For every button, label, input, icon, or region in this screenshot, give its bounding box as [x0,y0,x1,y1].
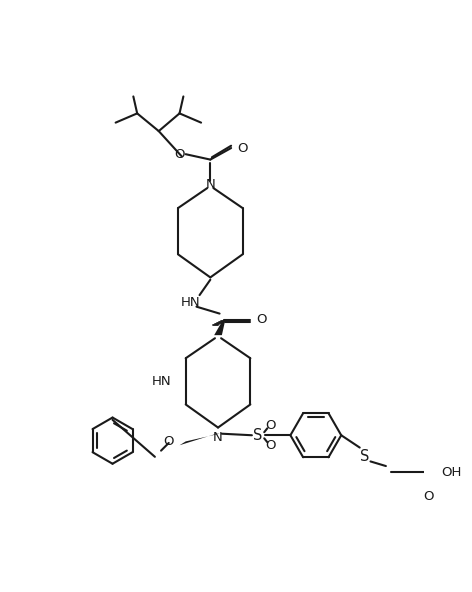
Text: OH: OH [441,466,462,479]
Polygon shape [179,434,219,445]
Text: O: O [237,141,248,155]
Text: O: O [174,147,185,160]
Text: HN: HN [180,295,200,308]
Text: O: O [164,435,174,448]
Text: N: N [205,179,215,191]
Text: HN: HN [152,375,172,388]
Text: S: S [253,428,263,443]
Text: S: S [360,449,369,464]
Text: O: O [257,313,267,326]
Text: O: O [265,419,276,432]
Polygon shape [214,320,225,335]
Text: O: O [423,490,434,503]
Text: N: N [213,432,223,445]
Text: O: O [265,439,276,452]
